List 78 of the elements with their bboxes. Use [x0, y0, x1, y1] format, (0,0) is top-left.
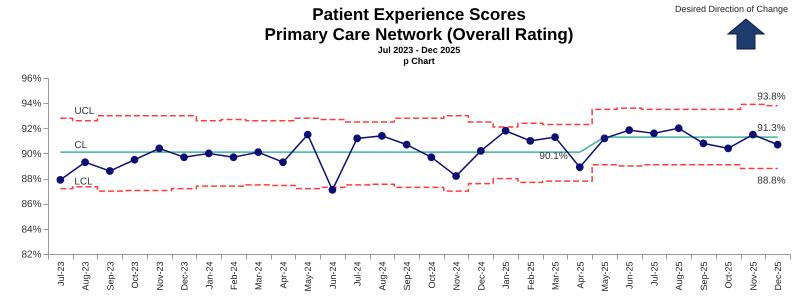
point [304, 130, 312, 138]
point [551, 133, 559, 141]
point [204, 150, 213, 158]
x-tick-label: Dec-23 [180, 262, 190, 291]
point [674, 124, 683, 132]
x-tick-label: Nov-23 [154, 262, 165, 291]
point [402, 140, 411, 148]
y-tick-label: 92% [21, 124, 42, 135]
x-tick-label: Oct-25 [724, 262, 734, 289]
x-tick-label: Sep-25 [698, 262, 709, 291]
x-tick-label: Oct-24 [426, 262, 437, 289]
point [650, 129, 658, 138]
point [378, 132, 386, 140]
point [56, 176, 64, 184]
x-tick-label: May-24 [303, 262, 314, 292]
series-label: CL [74, 140, 88, 152]
series-label: LCL [74, 176, 94, 188]
x-tick-label: Apr-25 [575, 262, 586, 289]
annotation: 93.8% [757, 92, 786, 103]
point [130, 156, 138, 164]
point [155, 144, 164, 152]
x-tick-label: Jul-23 [56, 262, 66, 286]
annotation: 90.1% [539, 151, 568, 162]
point [576, 163, 584, 172]
point [279, 158, 287, 166]
annotation: 88.8% [757, 176, 786, 187]
x-tick-label: Mar-24 [254, 262, 264, 290]
point [81, 158, 89, 166]
x-tick-label: Aug-23 [80, 262, 91, 291]
y-tick-label: 90% [21, 148, 42, 160]
point [230, 153, 238, 162]
series-label: UCL [74, 106, 95, 118]
x-tick-label: Mar-25 [550, 262, 561, 290]
point [502, 126, 510, 135]
point [452, 172, 460, 180]
x-tick-label: Dec-24 [476, 262, 486, 291]
point [749, 130, 757, 138]
x-tick-label: Feb-25 [526, 262, 536, 290]
x-tick-label: Nov-25 [748, 262, 758, 291]
x-tick-label: Aug-25 [674, 262, 684, 291]
x-tick-label: Jan-25 [501, 262, 512, 290]
x-tick-label: Feb-24 [229, 262, 239, 290]
point [353, 134, 362, 142]
y-tick-label: 96% [21, 74, 42, 84]
point [476, 147, 485, 155]
x-tick-label: Sep-23 [105, 262, 116, 291]
y-tick-label: 86% [21, 199, 42, 210]
y-tick-label: 88% [21, 174, 42, 186]
point [600, 134, 608, 142]
point [774, 140, 782, 148]
x-tick-label: May-25 [600, 262, 610, 292]
x-tick-label: Dec-25 [773, 262, 784, 291]
x-tick-label: Sep-24 [402, 262, 412, 291]
x-tick-label: Apr-24 [278, 262, 288, 289]
x-tick-label: Nov-24 [452, 262, 462, 291]
x-tick-label: Jan-24 [204, 262, 214, 290]
point [724, 144, 732, 152]
y-tick-label: 84% [21, 224, 42, 236]
chart-title: Patient Experience Scores Primary Care Network (Overall Rating) [264, 5, 574, 44]
point [427, 153, 436, 162]
point [106, 167, 114, 175]
x-tick-label: Jul-25 [649, 262, 660, 286]
point [254, 148, 262, 156]
point [180, 153, 188, 162]
x-tick-label: Jun-24 [328, 262, 338, 290]
x-tick-label: Oct-23 [130, 262, 140, 289]
text: Desired Direction of Change [674, 4, 788, 14]
y-tick-label: 94% [21, 98, 42, 110]
point [526, 136, 534, 145]
x-tick-label: Aug-24 [377, 262, 388, 291]
point [328, 186, 336, 194]
x-tick-label: Jun-25 [624, 262, 635, 290]
y-tick-label: 82% [21, 250, 42, 260]
chart-subtitle: Jul 2023 - Dec 2025 p Chart [378, 45, 460, 66]
point [625, 126, 634, 134]
annotation: 91.3% [757, 123, 786, 134]
x-tick-label: Jul-24 [352, 262, 363, 286]
point [700, 140, 708, 148]
